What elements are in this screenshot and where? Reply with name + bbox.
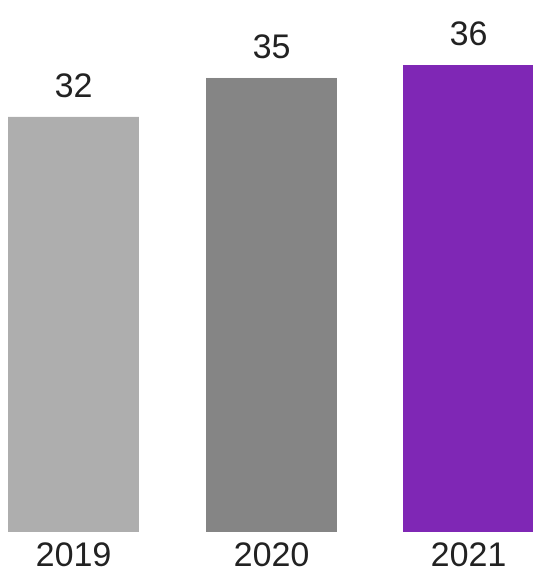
x-tick-label-2019: 2019 (36, 536, 112, 573)
bar-2020 (206, 77, 337, 532)
data-label-2019: 32 (55, 67, 93, 105)
value-labels-group: 32 35 36 (55, 15, 488, 105)
x-tick-label-2020: 2020 (234, 536, 310, 573)
bars-group (8, 65, 533, 532)
bar-2019 (8, 116, 139, 532)
x-axis-tick-labels: 2019 2020 2021 (36, 536, 507, 573)
x-tick-label-2021: 2021 (431, 536, 507, 573)
data-label-2020: 35 (253, 28, 291, 66)
bar-2021 (403, 65, 533, 532)
data-label-2021: 36 (450, 15, 488, 53)
